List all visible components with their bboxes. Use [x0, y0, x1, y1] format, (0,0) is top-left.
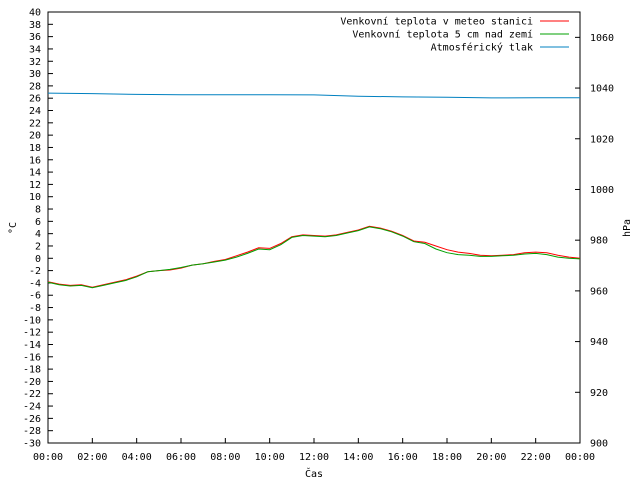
plot-frame: [47, 11, 581, 444]
y-left-tick-label: -4: [29, 278, 41, 289]
y-left-tick-label: 12: [29, 180, 41, 191]
x-tick-label: 10:00: [255, 452, 285, 463]
y-right-tick-label: 1040: [590, 84, 614, 95]
x-tick-label: 00:00: [565, 452, 595, 463]
legend-label: Atmosférický tlak: [431, 42, 533, 54]
y-left-tick-label: 16: [29, 155, 41, 166]
y-left-tick-label: -20: [23, 377, 41, 388]
y-left-tick-label: 32: [29, 57, 41, 68]
y-right-tick-label: 920: [590, 388, 608, 399]
y-left-tick-label: -30: [23, 439, 41, 450]
y-left-tick-label: 2: [35, 241, 41, 252]
y-left-tick-label: 8: [35, 205, 41, 216]
y-right-axis-label: hPa: [622, 219, 633, 237]
x-axis: 00:00 02:00 04:00 06:00 08:00 10:00 12:00 14:00…: [33, 438, 595, 463]
x-tick-label: 16:00: [388, 452, 418, 463]
y-left-tick-label: -22: [23, 389, 41, 400]
y-left-tick-label: -14: [23, 340, 41, 351]
y-left-tick-label: -24: [23, 402, 41, 413]
y-left-tick-label: 10: [29, 192, 41, 203]
y-left-tick-label: -16: [23, 352, 41, 363]
x-tick-label: 02:00: [77, 452, 107, 463]
y-left-tick-label: 34: [29, 44, 41, 55]
y-left-tick-label: -2: [29, 266, 41, 277]
y-left-tick-label: 28: [29, 81, 41, 92]
x-tick-label: 08:00: [210, 452, 240, 463]
y-right-tick-label: 1000: [590, 185, 614, 196]
y-left-tick-label: -6: [29, 291, 41, 302]
y-left-axis: -30-28-26-24-22-20-18-16-14-12-10-8-6-4-…: [23, 8, 53, 450]
y-right-tick-label: 1020: [590, 134, 614, 145]
y-left-tick-label: 40: [29, 8, 41, 19]
y-left-tick-label: 36: [29, 32, 41, 43]
x-tick-label: 06:00: [166, 452, 196, 463]
y-right-tick-label: 940: [590, 337, 608, 348]
y-right-tick-label: 980: [590, 236, 608, 247]
y-left-tick-label: 24: [29, 106, 41, 117]
series-line-1: [47, 225, 581, 288]
y-left-tick-label: -28: [23, 426, 41, 437]
x-tick-label: 22:00: [521, 452, 551, 463]
y-left-tick-label: 26: [29, 94, 41, 105]
y-left-tick-label: -8: [29, 303, 41, 314]
y-left-tick-label: 20: [29, 131, 41, 142]
y-left-tick-label: 30: [29, 69, 41, 80]
y-left-tick-label: -12: [23, 328, 41, 339]
x-axis-label: Čas: [305, 467, 323, 480]
legend-label: Venkovní teplota v meteo stanici: [340, 16, 533, 28]
y-right-tick-label: 900: [590, 439, 608, 450]
series-layer: [47, 92, 581, 289]
plot-border: [47, 11, 581, 444]
y-left-tick-label: -26: [23, 414, 41, 425]
x-tick-label: 00:00: [33, 452, 63, 463]
x-tick-label: 14:00: [343, 452, 373, 463]
y-left-tick-label: 22: [29, 118, 41, 129]
x-tick-label: 20:00: [476, 452, 506, 463]
y-right-tick-label: 960: [590, 286, 608, 297]
y-left-tick-label: 0: [35, 254, 41, 265]
y-left-tick-label: -18: [23, 365, 41, 376]
x-tick-label: 12:00: [299, 452, 329, 463]
y-left-tick-label: -10: [23, 315, 41, 326]
y-left-tick-label: 6: [35, 217, 41, 228]
x-tick-label: 04:00: [122, 452, 152, 463]
series-line-2: [47, 226, 581, 289]
series-line-3: [47, 92, 580, 99]
legend-label: Venkovní teplota 5 cm nad zemí: [352, 29, 533, 41]
y-right-tick-label: 1060: [590, 33, 614, 44]
y-right-axis: 900 920 940 960 980 1000 1020 1040 1060: [575, 33, 614, 450]
legend: Venkovní teplota v meteo staniciVenkovní…: [340, 16, 569, 54]
y-left-tick-label: 38: [29, 20, 41, 31]
y-left-axis-label: °C: [8, 222, 19, 234]
y-left-tick-label: 18: [29, 143, 41, 154]
x-tick-label: 18:00: [432, 452, 462, 463]
y-left-tick-label: 4: [35, 229, 41, 240]
y-left-tick-label: 14: [29, 168, 41, 179]
